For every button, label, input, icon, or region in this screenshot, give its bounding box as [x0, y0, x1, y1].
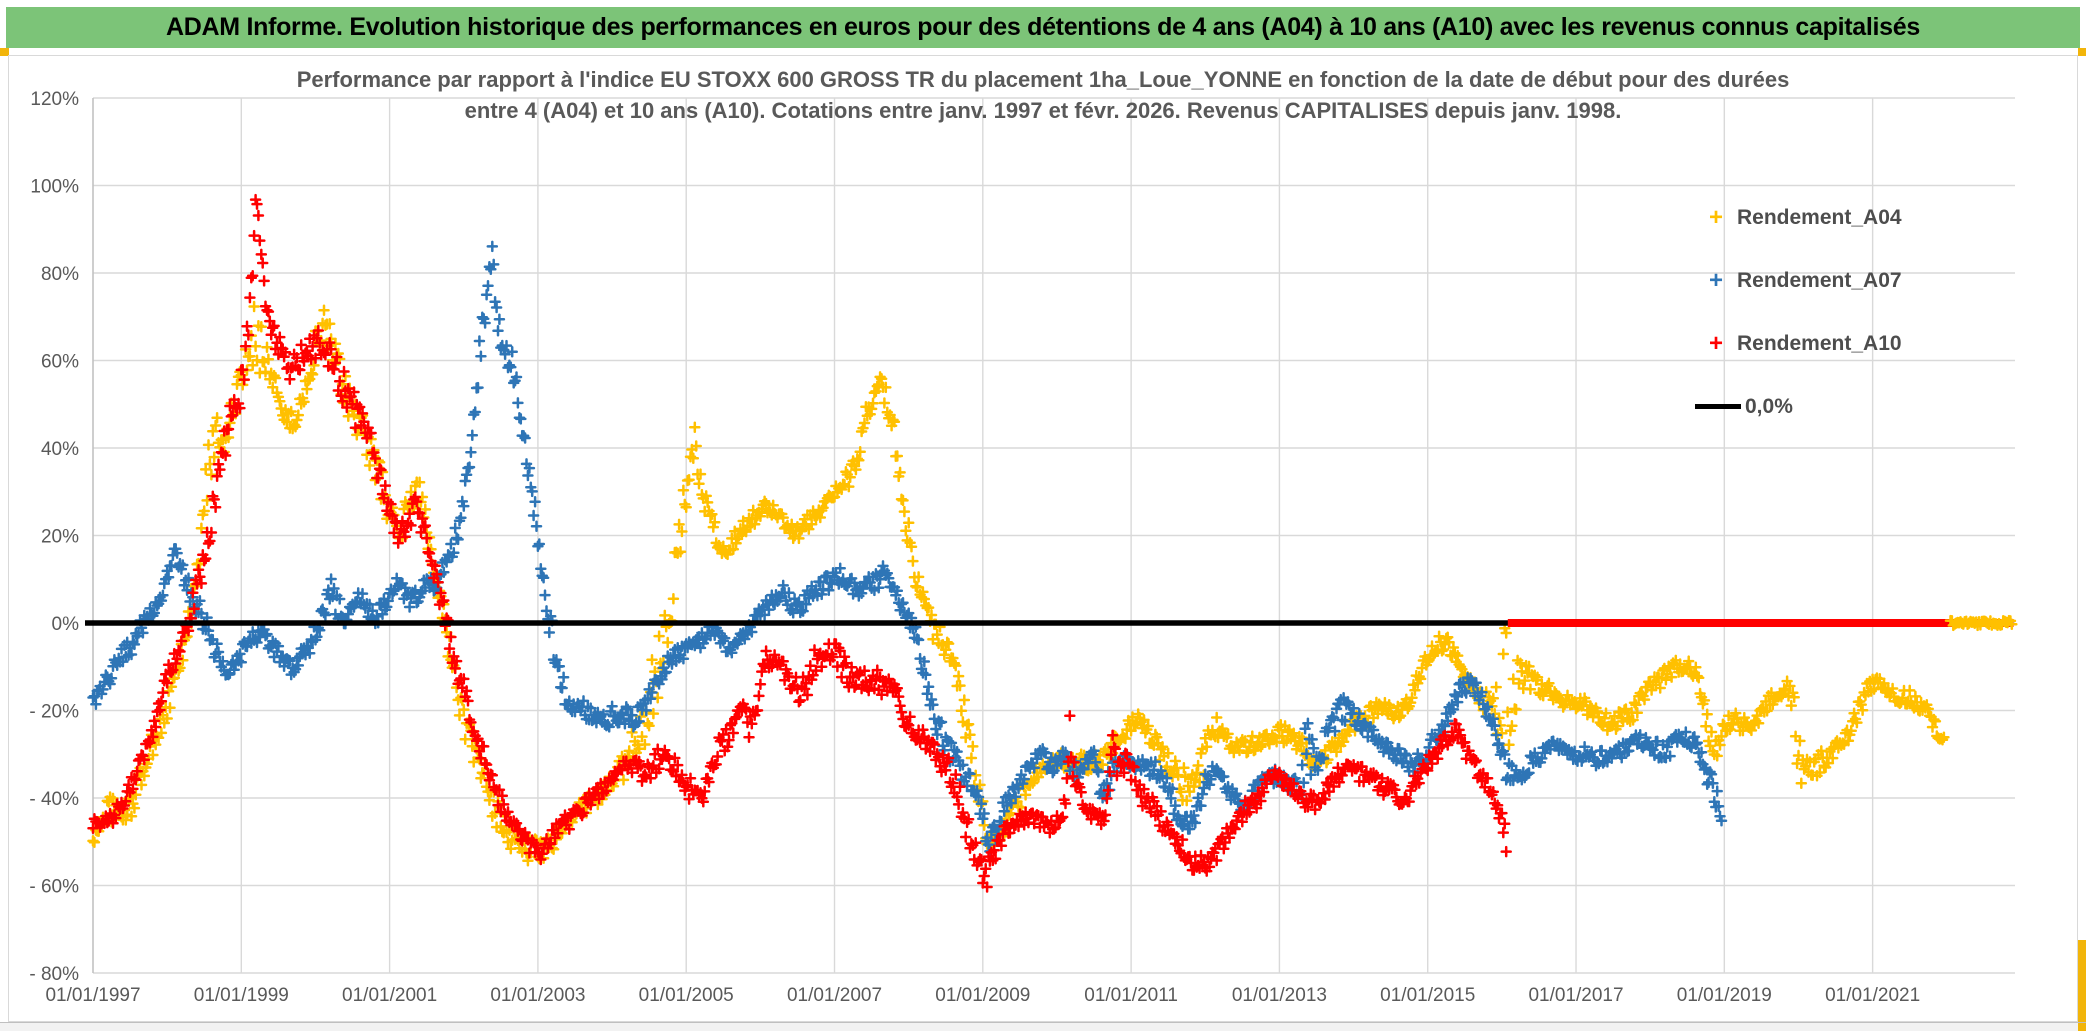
banner: ADAM Informe. Evolution historique des p…	[6, 7, 2080, 48]
svg-text:01/01/2021: 01/01/2021	[1825, 985, 1920, 1006]
legend-cross-marker-icon: +	[1708, 203, 1723, 231]
legend-item-label: 0,0%	[1745, 394, 1793, 418]
chart-card[interactable]: 120% 100% 80% 60% 40% 20% 0% - 20% - 40% - 60% - 8…	[8, 55, 2078, 1022]
legend-item[interactable]: 0,0%	[1695, 375, 1925, 438]
svg-text:01/01/2009: 01/01/2009	[935, 985, 1030, 1006]
svg-text:01/01/2015: 01/01/2015	[1380, 985, 1475, 1006]
gold-corner-left-icon	[0, 48, 9, 56]
legend-item[interactable]: + Rendement_A10	[1695, 312, 1925, 375]
svg-text:100%: 100%	[30, 177, 79, 198]
legend-item-label: Rendement_A07	[1737, 268, 1902, 292]
gold-corner-right-icon	[2078, 48, 2086, 56]
svg-text:120%: 120%	[30, 89, 79, 110]
bottom-strip	[0, 1022, 2086, 1031]
svg-text:40%: 40%	[41, 439, 79, 460]
chart-plot: 120% 100% 80% 60% 40% 20% 0% - 20% - 40% - 60% - 8…	[29, 89, 2018, 1006]
svg-text:01/01/2003: 01/01/2003	[490, 985, 585, 1006]
svg-text:60%: 60%	[41, 352, 79, 373]
plot-area: 120% 100% 80% 60% 40% 20% 0% - 20% - 40% - 60% - 8…	[9, 56, 2079, 1023]
gold-right-edge	[2078, 940, 2086, 1031]
svg-text:- 80%: - 80%	[29, 964, 79, 985]
svg-text:01/01/2007: 01/01/2007	[787, 985, 882, 1006]
legend-item[interactable]: + Rendement_A04	[1695, 186, 1925, 249]
svg-text:01/01/1997: 01/01/1997	[45, 985, 140, 1006]
legend-item-label: Rendement_A10	[1737, 331, 1902, 355]
legend-cross-marker-icon: +	[1708, 266, 1723, 294]
svg-text:01/01/2017: 01/01/2017	[1528, 985, 1623, 1006]
svg-text:- 60%: - 60%	[29, 877, 79, 898]
svg-text:- 20%: - 20%	[29, 702, 79, 723]
svg-text:01/01/1999: 01/01/1999	[194, 985, 289, 1006]
gold-corner-bottom-right-icon	[2078, 1023, 2086, 1031]
svg-text:01/01/2013: 01/01/2013	[1232, 985, 1327, 1006]
legend: + Rendement_A04 + Rendement_A07 + Rendement_A…	[1695, 186, 1925, 438]
svg-text:- 40%: - 40%	[29, 789, 79, 810]
svg-text:01/01/2005: 01/01/2005	[639, 985, 734, 1006]
svg-text:01/01/2011: 01/01/2011	[1084, 985, 1178, 1006]
svg-text:0%: 0%	[52, 614, 80, 635]
top-strip	[0, 0, 2086, 7]
legend-item[interactable]: + Rendement_A07	[1695, 249, 1925, 312]
svg-text:80%: 80%	[41, 264, 79, 285]
banner-title: ADAM Informe. Evolution historique des p…	[166, 13, 1920, 41]
svg-text:20%: 20%	[41, 527, 79, 548]
legend-zero-line-icon	[1695, 404, 1741, 409]
svg-text:01/01/2019: 01/01/2019	[1677, 985, 1772, 1006]
legend-item-label: Rendement_A04	[1737, 205, 1902, 229]
legend-cross-marker-icon: +	[1708, 329, 1723, 357]
svg-text:01/01/2001: 01/01/2001	[342, 985, 437, 1006]
